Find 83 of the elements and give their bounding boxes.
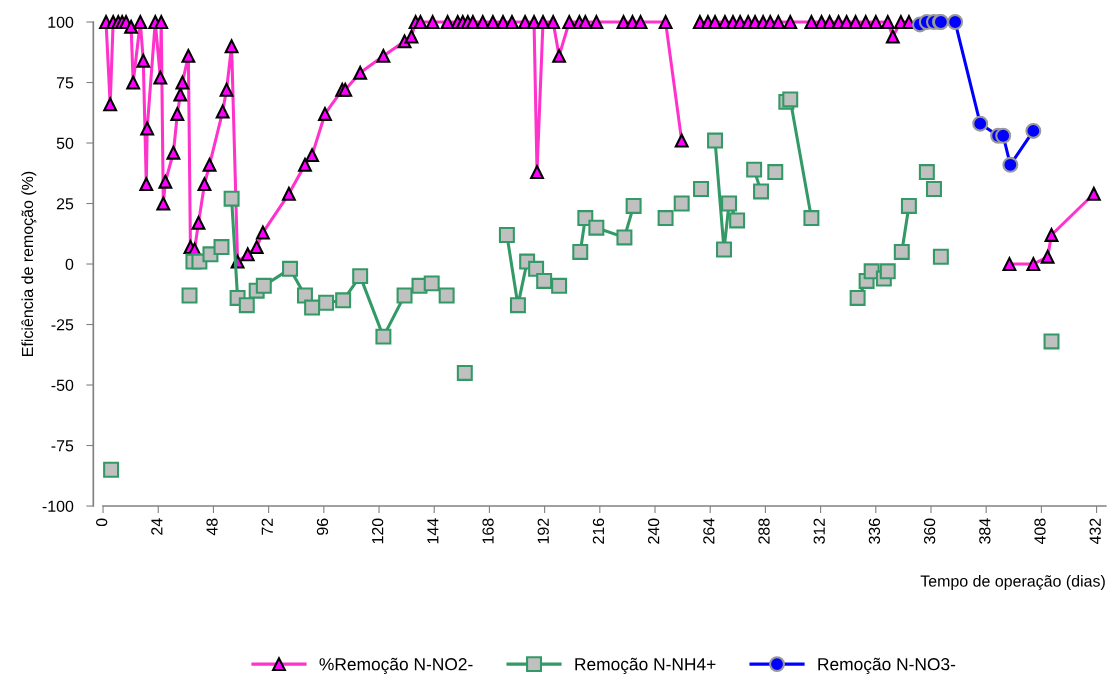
y-axis-title: Eficiência de remoção (%) [21, 171, 37, 356]
point [1002, 156, 1019, 173]
point [423, 275, 440, 292]
point [900, 197, 917, 214]
y-tick-label: -100 [42, 500, 74, 512]
x-tick-label: 288 [758, 518, 770, 544]
point [1043, 333, 1060, 350]
point [335, 292, 352, 309]
point [616, 229, 633, 246]
point [625, 197, 642, 214]
y-tick-label: -75 [51, 440, 74, 452]
point [536, 272, 553, 289]
point [746, 161, 763, 178]
y-tick-label: 100 [48, 16, 74, 28]
point [707, 132, 724, 149]
x-tick-label: 240 [647, 518, 660, 544]
point [509, 297, 526, 314]
point [926, 181, 942, 197]
point [304, 299, 321, 316]
point [893, 243, 910, 260]
point [657, 210, 674, 227]
point [1025, 122, 1042, 139]
point [995, 127, 1012, 144]
point [181, 287, 198, 304]
x-tick-label: 216 [592, 518, 605, 544]
point [588, 219, 605, 236]
x-tick-label: 120 [372, 518, 384, 544]
y-tick-label: -25 [51, 319, 74, 331]
point [972, 115, 989, 132]
point [947, 14, 964, 30]
point [721, 195, 738, 212]
point [932, 248, 949, 265]
point [238, 297, 255, 314]
point [803, 210, 820, 227]
legend-label: Remoção N-NH4+ [575, 657, 716, 674]
x-tick-label: 24 [151, 518, 163, 535]
point [716, 241, 732, 258]
point [352, 268, 369, 285]
point [849, 289, 866, 306]
point [572, 243, 589, 260]
x-tick-label: 0 [96, 518, 108, 527]
x-tick-label: 168 [482, 518, 494, 544]
point [753, 183, 770, 200]
point [729, 212, 746, 229]
point [296, 287, 313, 304]
point [456, 364, 473, 381]
x-tick-label: 360 [923, 518, 936, 544]
point [879, 263, 896, 280]
x-tick-label: 144 [427, 518, 439, 544]
y-tick-label: 0 [65, 258, 74, 270]
point [103, 461, 120, 478]
y-tick-label: -50 [51, 379, 74, 391]
legend-label: Remoção N-NO3- [818, 657, 956, 674]
x-tick-label: 72 [261, 518, 273, 535]
point [551, 277, 568, 294]
point [375, 328, 392, 345]
point [767, 164, 784, 181]
point [213, 239, 230, 256]
point [782, 91, 799, 108]
x-tick-label: 432 [1089, 518, 1101, 545]
point [318, 294, 335, 311]
point [918, 164, 935, 181]
point [396, 287, 413, 304]
point [438, 287, 455, 304]
point [255, 277, 272, 294]
x-tick-label: 312 [813, 518, 825, 544]
x-tick-label: 264 [703, 518, 715, 544]
y-tick-label: 25 [56, 198, 74, 210]
x-tick-label: 384 [979, 518, 991, 544]
x-tick-label: 408 [1034, 518, 1046, 545]
point [223, 190, 240, 207]
x-tick-label: 336 [868, 518, 881, 544]
point [498, 226, 515, 243]
y-tick-label: 75 [56, 77, 74, 89]
point [693, 181, 709, 197]
x-tick-label: 192 [537, 518, 549, 544]
y-tick-label: 50 [56, 137, 74, 149]
point [282, 260, 299, 277]
point [673, 195, 690, 212]
x-tick-label: 48 [206, 518, 218, 536]
x-tick-label: 96 [316, 518, 329, 535]
legend-label: %Remoção N-NO2- [319, 657, 473, 674]
x-axis-title: Tempo de operação (dias) [920, 575, 1105, 590]
